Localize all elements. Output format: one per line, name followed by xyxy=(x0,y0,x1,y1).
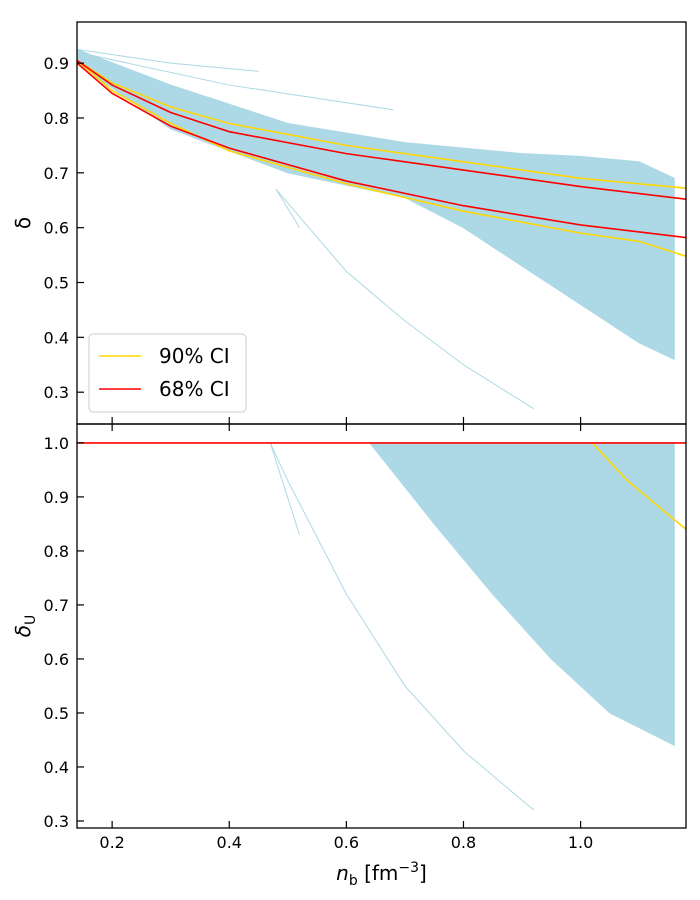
sample-line xyxy=(275,188,535,410)
y-tick-label: 0.4 xyxy=(44,328,69,347)
y-tick-label: 0.9 xyxy=(44,488,69,507)
sample-line xyxy=(77,62,686,239)
ensemble-band xyxy=(77,48,675,361)
y-tick-label: 0.8 xyxy=(44,109,69,128)
y-tick-label: 0.6 xyxy=(44,650,69,669)
y-tick-label: 0.8 xyxy=(44,542,69,561)
x-tick-label: 0.6 xyxy=(334,833,359,852)
sample-line xyxy=(591,442,686,530)
legend-label: 90% CI xyxy=(159,344,230,368)
data-layer xyxy=(77,48,686,410)
legend-label: 68% CI xyxy=(159,377,230,401)
x-label-sup: −3 xyxy=(398,860,419,876)
data-layer xyxy=(77,442,686,811)
x-label-main: n xyxy=(336,861,349,885)
y-tick-label: 0.7 xyxy=(44,596,69,615)
sample-line xyxy=(77,48,259,72)
x-label-end: ] xyxy=(419,861,427,885)
y-axis-label: δU xyxy=(11,615,39,638)
x-axis-label: nb [fm−3] xyxy=(336,860,427,889)
x-tick-label: 0.4 xyxy=(217,833,242,852)
y-tick-label: 1.0 xyxy=(44,434,69,453)
y-tick-label: 0.5 xyxy=(44,704,69,723)
y-axis-label: δ xyxy=(11,217,35,229)
plot-frame xyxy=(76,423,687,829)
sample-line xyxy=(275,189,300,228)
x-tick-label: 0.2 xyxy=(99,833,124,852)
sample-line xyxy=(269,442,535,811)
x-tick-label: 0.8 xyxy=(451,833,476,852)
y-tick-label: 0.4 xyxy=(44,758,69,777)
sample-line xyxy=(269,442,300,535)
sample-line xyxy=(77,51,394,111)
ci-line xyxy=(77,59,686,200)
y-label-sub: U xyxy=(23,615,39,625)
y-tick-label: 0.9 xyxy=(44,54,69,73)
y-tick-label: 0.3 xyxy=(44,812,69,831)
ensemble-band xyxy=(368,442,675,747)
y-tick-label: 0.7 xyxy=(44,164,69,183)
sample-line xyxy=(77,59,686,257)
legend-box xyxy=(88,333,247,413)
y-label-main: δ xyxy=(11,625,35,637)
x-tick-label: 1.0 xyxy=(568,833,593,852)
x-label-unit: [fm xyxy=(358,861,399,885)
x-label-sub: b xyxy=(349,873,358,889)
y-tick-label: 0.6 xyxy=(44,219,69,238)
ci-line xyxy=(77,59,686,189)
y-tick-label: 0.3 xyxy=(44,383,69,402)
y-tick-label: 0.5 xyxy=(44,274,69,293)
